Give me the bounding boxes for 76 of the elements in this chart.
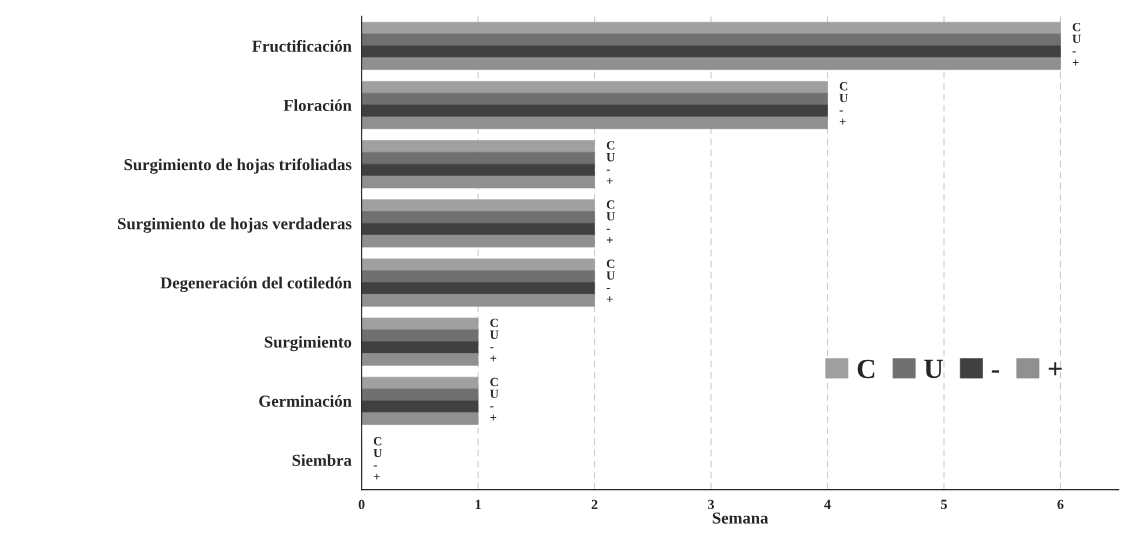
legend-label: - xyxy=(991,370,1000,373)
data-label: U xyxy=(606,212,615,221)
bar xyxy=(361,317,479,331)
bar xyxy=(361,234,595,248)
bar xyxy=(361,116,828,130)
bar xyxy=(361,282,595,295)
data-label: + xyxy=(606,177,613,184)
data-label: U xyxy=(606,271,615,280)
bar xyxy=(361,353,479,366)
x-axis-title: Semana xyxy=(712,512,769,524)
bar xyxy=(361,33,1061,47)
data-label: U xyxy=(373,448,382,458)
x-tick-label: 3 xyxy=(708,499,715,510)
bar xyxy=(361,152,595,165)
data-label: U xyxy=(1072,34,1081,44)
x-tick-label: 5 xyxy=(941,499,947,510)
data-label: + xyxy=(490,355,497,362)
bar xyxy=(361,294,595,307)
data-label: C xyxy=(490,318,498,328)
data-label: C xyxy=(606,141,615,150)
data-label: + xyxy=(490,414,497,421)
data-label: C xyxy=(1072,22,1081,32)
bar xyxy=(361,104,828,118)
data-label: U xyxy=(490,330,499,339)
data-label: - xyxy=(373,465,377,467)
data-label: U xyxy=(606,153,615,162)
bar xyxy=(361,329,479,343)
data-label: + xyxy=(606,237,613,243)
y-tick-label: Surgimiento de hojas verdaderas xyxy=(118,217,352,233)
data-label: + xyxy=(373,473,380,480)
data-label: - xyxy=(606,169,610,171)
bar xyxy=(361,270,595,283)
y-tick-label: Siembra xyxy=(292,454,352,466)
data-label: - xyxy=(606,228,610,230)
bar xyxy=(361,388,479,402)
bar xyxy=(361,341,479,354)
y-tick-label: Germinación xyxy=(259,395,352,407)
data-label: - xyxy=(1072,51,1076,53)
data-label: - xyxy=(490,347,494,349)
bar xyxy=(361,175,595,189)
x-tick-label: 6 xyxy=(1057,499,1064,510)
y-tick-label: Fructificación xyxy=(252,39,352,52)
bar xyxy=(361,45,1061,59)
x-tick-label: 4 xyxy=(824,499,831,509)
y-tick-label: Floración xyxy=(283,99,352,112)
x-tick-label: 1 xyxy=(475,499,481,509)
x-tick-label: 2 xyxy=(591,499,598,509)
data-label: C xyxy=(373,437,382,446)
bar xyxy=(361,199,595,212)
bar xyxy=(361,211,595,224)
data-label: C xyxy=(606,259,615,268)
bar xyxy=(361,258,595,272)
legend-label: C xyxy=(857,359,875,379)
bar xyxy=(361,412,479,425)
y-tick-label: Surgimiento xyxy=(264,335,352,352)
bar xyxy=(361,81,828,94)
data-label: + xyxy=(1072,59,1079,66)
data-label: C xyxy=(490,377,498,387)
data-label: - xyxy=(839,110,843,112)
data-label: + xyxy=(606,296,613,303)
y-tick-label: Surgimiento de hojas trifoliadas xyxy=(124,158,352,174)
data-label: - xyxy=(490,406,494,408)
data-label: - xyxy=(606,287,610,290)
data-label: U xyxy=(839,93,848,103)
x-tick-label: 0 xyxy=(358,499,365,510)
data-label: C xyxy=(839,82,848,91)
bar xyxy=(361,400,479,414)
bar xyxy=(361,140,595,153)
data-label: + xyxy=(839,118,846,125)
legend-label: U xyxy=(924,359,943,379)
legend-label: + xyxy=(1048,362,1062,376)
bar xyxy=(361,57,1061,70)
y-tick-label: Degeneración del cotiledón xyxy=(160,276,352,293)
data-label: U xyxy=(490,389,499,399)
data-label: C xyxy=(606,200,615,209)
bar xyxy=(361,223,595,236)
